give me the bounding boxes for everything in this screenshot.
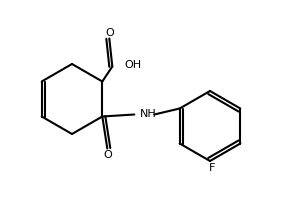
Text: O: O [103,149,112,160]
Text: O: O [105,28,114,37]
Text: F: F [209,163,215,173]
Text: NH: NH [140,109,157,118]
Text: OH: OH [124,60,141,69]
